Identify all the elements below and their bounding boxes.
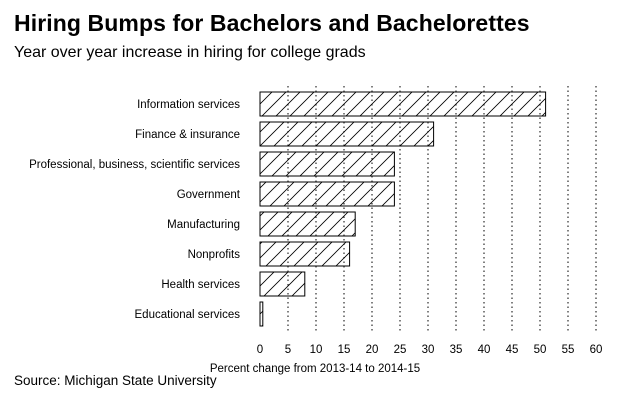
chart-subtitle: Year over year increase in hiring for co… (14, 44, 366, 61)
x-tick-label: 30 (422, 344, 435, 356)
chart-title: Hiring Bumps for Bachelors and Bachelore… (14, 10, 530, 36)
x-tick-label: 45 (506, 344, 519, 356)
bar (259, 151, 395, 177)
bar (259, 241, 351, 267)
category-labels: Information services Finance & insurance P… (29, 99, 241, 321)
x-tick-label: 25 (394, 344, 407, 356)
category-label: Health services (161, 279, 240, 291)
x-axis-label: Percent change from 2013-14 to 2014-15 (210, 363, 420, 375)
bar (259, 211, 356, 237)
x-tick-labels: 0 5 10 15 20 25 30 35 40 45 50 55 60 (257, 344, 603, 356)
bar (259, 181, 395, 207)
category-label: Professional, business, scientific servi… (29, 159, 240, 171)
x-tick-label: 40 (478, 344, 491, 356)
x-tick-label: 20 (366, 344, 379, 356)
category-label: Manufacturing (167, 219, 240, 231)
x-tick-label: 0 (257, 344, 263, 356)
x-tick-label: 5 (285, 344, 291, 356)
source-note: Source: Michigan State University (14, 373, 217, 388)
x-tick-label: 60 (590, 344, 603, 356)
category-label: Educational services (135, 309, 241, 321)
bars (259, 91, 547, 327)
x-tick-label: 50 (534, 344, 547, 356)
category-label: Information services (137, 99, 240, 111)
category-label: Government (177, 189, 241, 201)
x-tick-label: 35 (450, 344, 463, 356)
bar (259, 91, 547, 117)
category-label: Nonprofits (188, 249, 241, 261)
x-tick-label: 55 (562, 344, 575, 356)
bar (259, 271, 306, 297)
bar (259, 301, 264, 327)
x-tick-label: 10 (310, 344, 323, 356)
category-label: Finance & insurance (135, 129, 240, 141)
x-tick-label: 15 (338, 344, 351, 356)
bar (259, 121, 435, 147)
